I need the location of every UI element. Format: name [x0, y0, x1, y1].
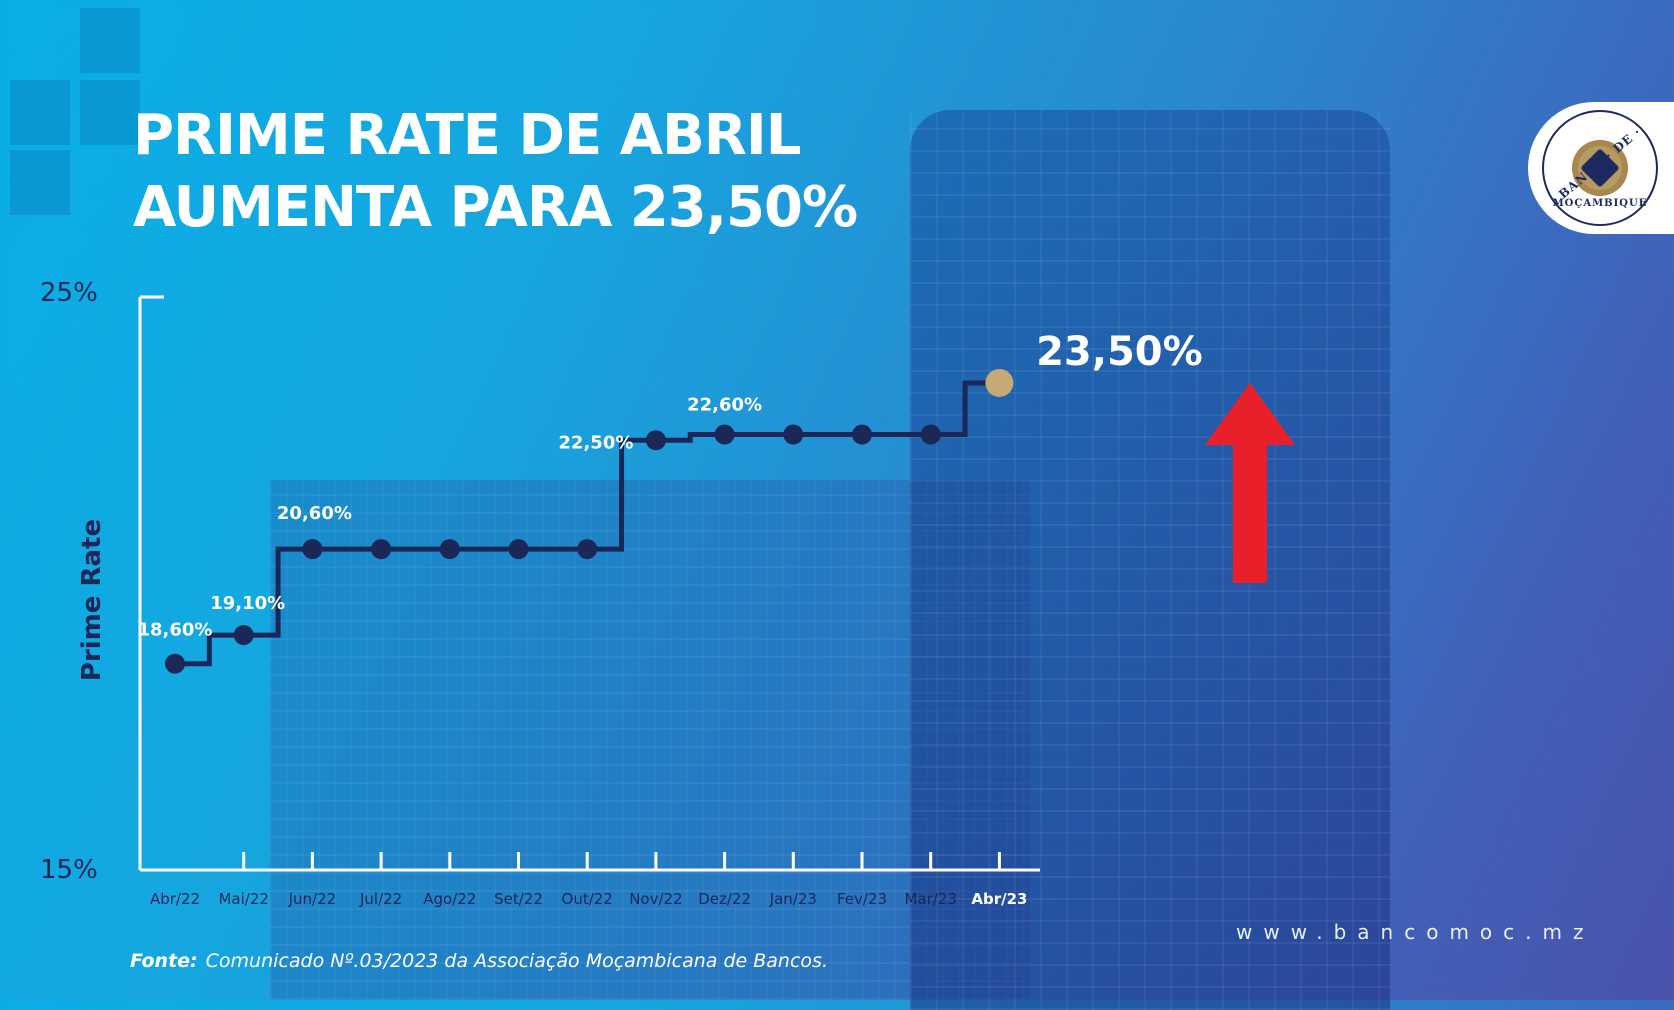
data-label: 23,50% — [1036, 329, 1203, 375]
background-building-low — [270, 480, 1030, 1000]
title-line-1: PRIME RATE DE ABRIL — [133, 103, 801, 168]
x-tick-label: Jan/23 — [769, 890, 817, 908]
source-text: Comunicado Nº.03/2023 da Associação Moça… — [205, 950, 828, 972]
data-point — [920, 424, 941, 445]
data-point — [783, 424, 804, 445]
x-tick-label: Abr/22 — [150, 890, 200, 908]
source-label: Fonte: — [130, 950, 198, 972]
data-label: 18,60% — [138, 620, 213, 641]
background-tile — [10, 80, 70, 145]
x-tick-label: Jun/22 — [288, 890, 337, 908]
x-tick-label: Nov/22 — [629, 890, 682, 908]
data-label: 22,60% — [687, 395, 762, 416]
logo-bottom-text: MOÇAMBIQUE — [1552, 198, 1648, 209]
x-tick-label: Mar/23 — [904, 890, 956, 908]
data-label: 22,50% — [558, 432, 633, 453]
logo-emblem-icon — [1572, 140, 1628, 196]
highlight-data-point — [985, 368, 1014, 397]
tower-window-grid — [910, 110, 1390, 1010]
chart-labels: 18,60% 19,10% 20,60% 22,50% 22,60% 23,50% — [138, 329, 1203, 641]
x-tick-label: Mai/22 — [218, 890, 268, 908]
data-point — [439, 539, 460, 560]
x-tick-label: Dez/22 — [698, 890, 751, 908]
x-tick-label: Jul/22 — [359, 890, 402, 908]
background-tile — [80, 80, 140, 145]
source-note: Fonte: Comunicado Nº.03/2023 da Associaçã… — [130, 950, 828, 972]
x-tick-label: Fev/23 — [837, 890, 887, 908]
logo-ring — [1542, 110, 1658, 226]
up-arrow-icon — [1205, 383, 1295, 583]
chart-axes: Abr/22 Mai/22 Jun/22 Jul/22 Ago/22 Set/22 Out/… — [40, 278, 1040, 908]
data-point — [371, 539, 392, 560]
bank-logo: BANCO · DE · MOÇAMBIQUE — [1528, 102, 1674, 234]
data-point — [302, 539, 323, 560]
background-tile — [10, 150, 70, 215]
data-label: 19,10% — [210, 593, 285, 614]
chart-series — [165, 368, 1014, 674]
website-url: www.bancomoc.mz — [1236, 920, 1595, 944]
data-point — [508, 539, 529, 560]
page-title: PRIME RATE DE ABRIL AUMENTA PARA 23,50% — [133, 100, 858, 244]
data-point — [165, 653, 185, 674]
data-point — [714, 424, 735, 445]
data-point — [233, 625, 254, 646]
title-line-2: AUMENTA PARA 23,50% — [133, 175, 858, 240]
x-tick-label: Ago/22 — [423, 890, 476, 908]
data-point — [577, 539, 598, 560]
x-tick-label: Out/22 — [562, 890, 613, 908]
y-tick-label: 15% — [40, 855, 98, 885]
data-point — [645, 430, 666, 451]
background-building-tower — [910, 110, 1390, 1010]
data-point — [852, 424, 872, 445]
y-tick-label: 25% — [40, 278, 98, 308]
x-tick-label: Abr/23 — [971, 890, 1027, 908]
background-tile — [80, 8, 140, 73]
y-axis-title: Prime Rate — [77, 519, 107, 681]
data-label: 20,60% — [277, 503, 352, 524]
x-tick-label: Set/22 — [494, 890, 543, 908]
